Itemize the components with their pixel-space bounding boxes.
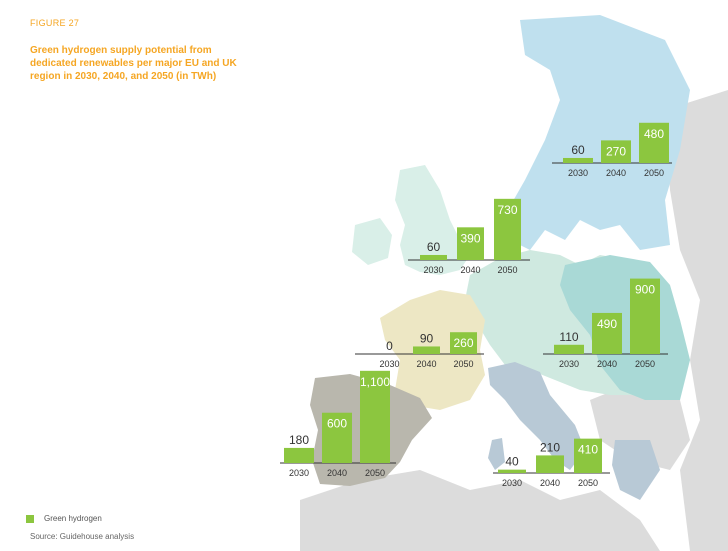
bar	[630, 278, 660, 354]
region-nordics	[505, 15, 690, 250]
legend-swatch	[26, 514, 34, 523]
bar-value-label: 1,100	[360, 375, 390, 389]
bar-group-southern-europe: 40 2030 210 2040 410 2050	[493, 438, 610, 488]
bar	[494, 198, 521, 260]
source-note: Source: Guidehouse analysis	[30, 532, 135, 541]
year-tick-label: 2050	[453, 359, 473, 369]
bar	[554, 344, 584, 354]
bar-value-label: 90	[420, 331, 434, 345]
legend-label: Green hydrogen	[44, 514, 102, 523]
bar	[498, 469, 526, 473]
year-tick-label: 2040	[460, 265, 480, 275]
bar-group-iberia: 180 2030 600 2040 1,100 2050	[280, 370, 396, 478]
year-tick-label: 2040	[540, 478, 560, 488]
figure-label: FIGURE 27	[30, 18, 80, 28]
year-tick-label: 2050	[578, 478, 598, 488]
year-tick-label: 2030	[289, 468, 309, 478]
bar	[536, 455, 564, 473]
region-other-east	[665, 90, 728, 551]
bar-value-label: 110	[559, 330, 578, 344]
region-sardinia	[488, 438, 505, 470]
bar-value-label: 600	[327, 417, 347, 431]
year-tick-label: 2040	[606, 168, 626, 178]
bar	[601, 140, 631, 163]
bar	[574, 438, 602, 473]
bar-value-label: 260	[453, 336, 473, 350]
bar-group-nordics: 60 2030 270 2040 480 2050	[552, 122, 672, 178]
bar-value-label: 60	[427, 240, 441, 254]
bar-value-label: 180	[289, 433, 309, 447]
bar-value-label: 270	[606, 144, 626, 158]
year-tick-label: 2040	[416, 359, 436, 369]
year-tick-label: 2050	[497, 265, 517, 275]
bar-value-label: 490	[597, 317, 617, 331]
bar-value-label: 730	[497, 203, 517, 217]
region-uk	[395, 165, 470, 275]
bar	[420, 254, 447, 260]
bar-group-central-europe: 110 2030 490 2040 900 2050	[543, 278, 668, 369]
year-tick-label: 2040	[327, 468, 347, 478]
bar-group-uk-and-ireland: 60 2030 390 2040 730 2050	[408, 198, 530, 275]
bar-value-label: 900	[635, 283, 655, 297]
bar-group-france: 0 2030 90 2040 260 2050	[355, 331, 484, 369]
year-tick-label: 2030	[502, 478, 522, 488]
bar-value-label: 60	[571, 143, 585, 157]
bar-value-label: 390	[460, 231, 480, 245]
year-tick-label: 2030	[423, 265, 443, 275]
region-italy	[488, 362, 585, 470]
region-ireland	[352, 218, 392, 265]
bar-groups: 60 2030 270 2040 480 2050 60 2030 390 2040 730 2050…	[280, 122, 672, 488]
bar	[322, 412, 352, 463]
year-tick-label: 2050	[365, 468, 385, 478]
bar-value-label: 210	[540, 440, 560, 454]
bar	[592, 312, 622, 354]
year-tick-label: 2030	[379, 359, 399, 369]
bar	[457, 227, 484, 260]
bar	[450, 332, 477, 354]
year-tick-label: 2050	[635, 359, 655, 369]
bar	[639, 122, 669, 163]
bar-value-label: 0	[386, 339, 393, 353]
bar-value-label: 410	[578, 443, 598, 457]
bar	[284, 447, 314, 463]
bar	[563, 157, 593, 163]
year-tick-label: 2050	[644, 168, 664, 178]
bar	[413, 346, 440, 354]
region-greece	[612, 440, 660, 500]
year-tick-label: 2030	[559, 359, 579, 369]
bar-value-label: 480	[644, 127, 664, 141]
legend: Green hydrogen	[26, 514, 102, 523]
year-tick-label: 2030	[568, 168, 588, 178]
bar	[360, 370, 390, 463]
bar-value-label: 40	[505, 455, 519, 469]
region-other-south	[300, 470, 660, 551]
year-tick-label: 2040	[597, 359, 617, 369]
figure-title: Green hydrogen supply potential from ded…	[30, 45, 237, 82]
